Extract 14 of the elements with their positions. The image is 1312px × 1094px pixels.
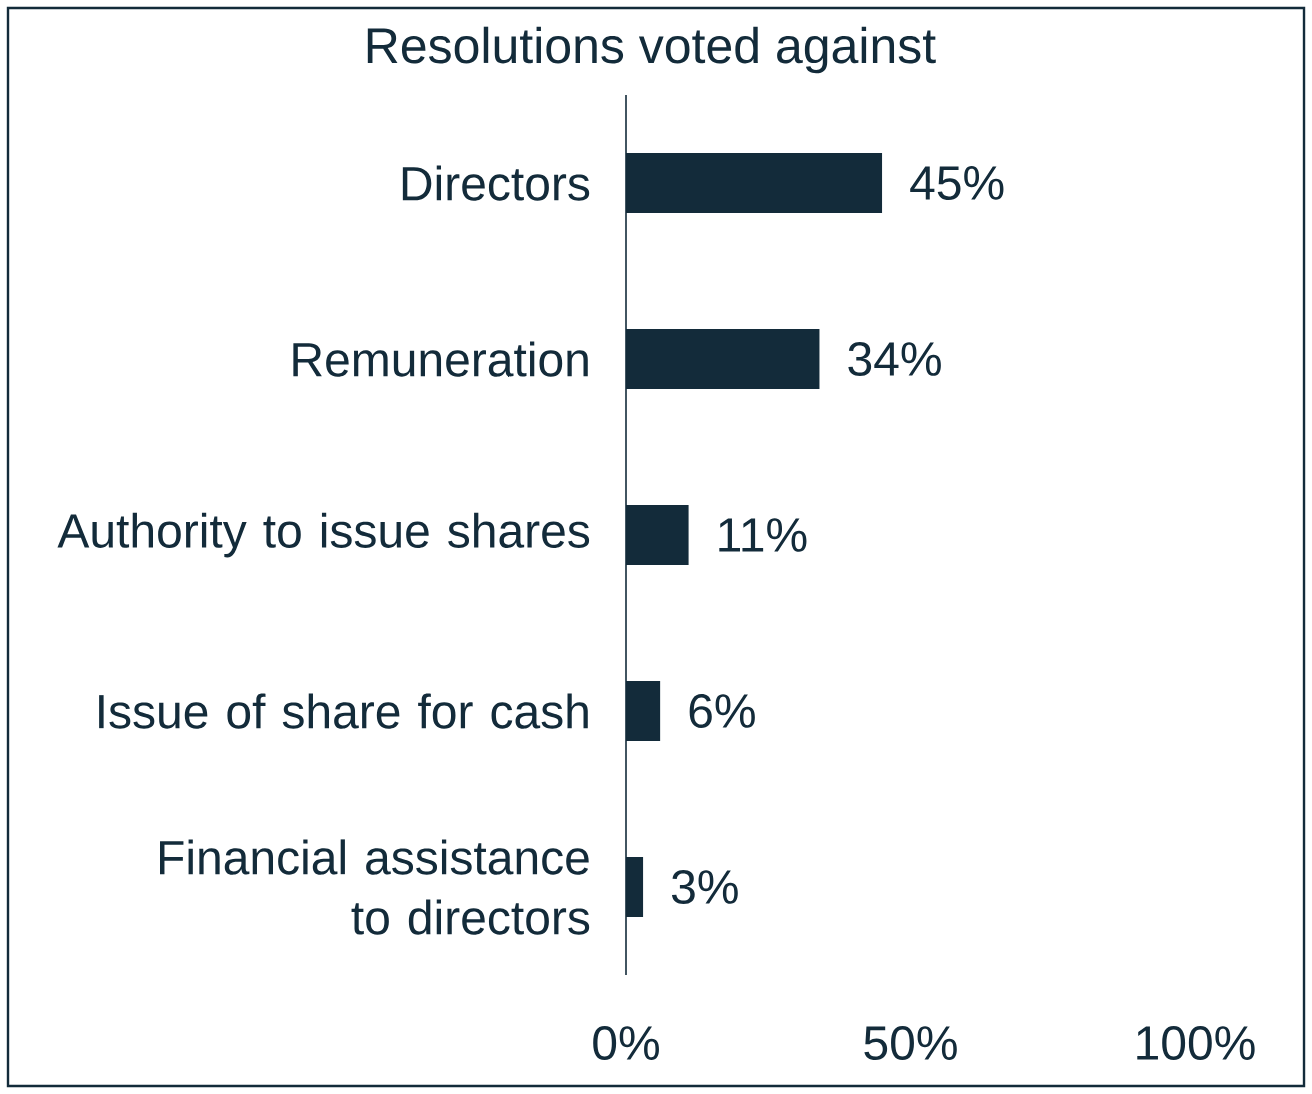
data-label: 11%: [719, 518, 807, 552]
data-label: 45%: [910, 166, 1004, 200]
x-tick-label: 50%: [864, 1026, 957, 1061]
y-tick-label: Remuneration: [293, 341, 588, 377]
y-tick-label: Authority to issue shares: [57, 512, 590, 558]
chart-title: Resolutions voted against: [367, 26, 936, 74]
data-label: 34%: [848, 342, 941, 377]
x-tick-label: 0%: [593, 1026, 659, 1061]
y-tick-label: Issue of share for cash: [99, 693, 588, 729]
y-tick-label: Directors: [402, 165, 590, 201]
data-label: 3%: [671, 870, 738, 905]
x-tick-label: 100%: [1137, 1026, 1255, 1061]
data-label: 6%: [689, 694, 755, 729]
y-tick-label: Financial assistance to directors: [160, 839, 590, 935]
